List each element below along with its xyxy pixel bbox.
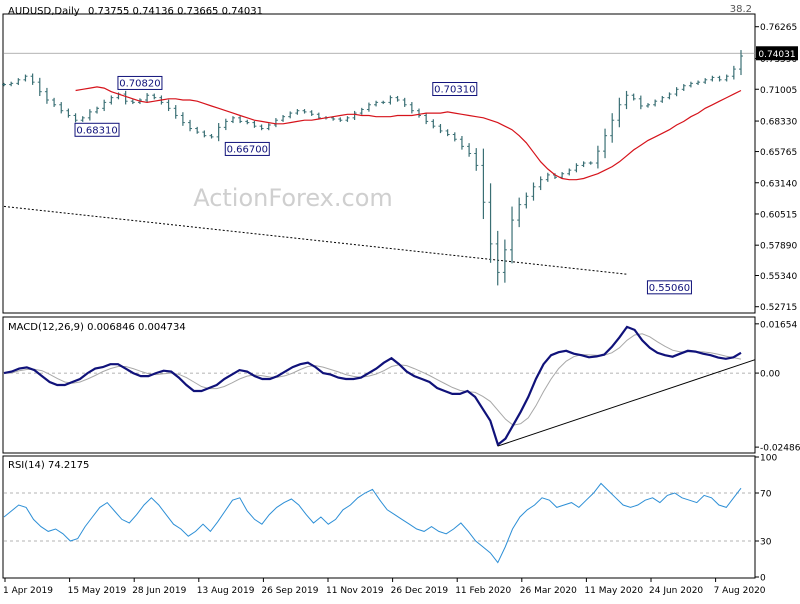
corner-value: 38.2 [730,4,752,15]
price-axis-tick-label: 0.52715 [760,303,797,313]
rsi-layer: 100 70 30 0 [3,454,777,584]
rsi-axis-tick-label: 0 [760,574,766,584]
price-label-box [74,122,120,137]
macd-panel-frame [2,316,756,454]
price-axis-tick-label: 0.76265 [760,23,797,33]
x-axis-label: 26 Mar 2020 [520,586,577,596]
macd-axis-tick-label: -0.02486 [760,444,800,454]
price-axis-tick-label: 0.71005 [760,86,797,96]
price-axis-tick-label: 0.68330 [760,118,797,128]
moving-average-line [75,86,742,181]
x-axis-label: 26 Sep 2019 [261,586,318,596]
x-axis-label: 11 Nov 2019 [326,586,384,596]
x-axis-label: 7 Aug 2020 [714,586,766,596]
x-axis-label: 13 Aug 2019 [197,586,255,596]
price-axis-tick-label: 0.65765 [760,148,797,158]
macd-axis-tick-label: 0.01654 [760,320,797,330]
price-label-box [432,82,478,97]
ohlc-label: 0.73755 0.74136 0.73665 0.74031 [88,6,263,17]
watermark: ActionForex.com [193,184,393,212]
rsi-axis-tick-label: 100 [760,454,777,464]
x-axis-label: 24 Jun 2020 [649,586,703,596]
rsi-title: RSI(14) 74.2175 [8,460,89,471]
rsi-line [3,482,742,564]
axis-layer: 1 Apr 2019 15 May 2019 28 Jun 2019 13 Aug 2… [3,578,766,596]
price-label-box [646,280,692,295]
price-axis-tick-label: 0.63140 [760,179,797,189]
x-axis-label: 11 Feb 2020 [455,586,511,596]
macd-layer: 0.01654 0.00 -0.02486 [3,320,800,454]
symbol-label: AUDUSD,Daily [8,6,80,17]
macd-signal-line [4,333,742,426]
price-trendline [3,205,627,275]
macd-title: MACD(12,26,9) 0.006846 0.004734 [8,322,186,333]
macd-trendline [497,359,756,447]
price-label: 0.70820 [119,78,160,89]
current-price-label: 0.74031 [758,50,795,60]
macd-line [3,325,742,447]
rsi-axis-tick-label: 30 [760,538,772,548]
price-label: 0.68310 [76,125,117,136]
price-axis-tick-label: 0.55340 [760,272,797,282]
price-label: 0.66700 [227,144,268,155]
current-price-tag [756,46,798,61]
x-axis-label: 11 May 2020 [584,586,643,596]
x-axis-label: 26 Dec 2019 [391,586,449,596]
price-label: 0.55060 [649,283,690,294]
x-axis-label: 15 May 2019 [68,586,127,596]
price-label-box [224,141,270,156]
x-axis-label: 28 Jun 2019 [132,586,186,596]
macd-axis-tick-label: 0.00 [760,370,780,380]
price-axis-tick-label: 0.60515 [760,210,797,220]
price-label-box [117,75,163,90]
price-axis-tick-label: 0.57890 [760,242,797,252]
rsi-panel-frame [2,455,756,579]
rsi-axis-tick-label: 70 [760,490,772,500]
x-axis-label: 1 Apr 2019 [3,586,53,596]
price-label: 0.70310 [434,85,475,96]
price-bars [2,50,743,286]
price-panel-frame [2,13,756,314]
price-layer: 0.70820 0.68310 0.66700 0.70310 0.55060 0.762… [2,23,798,313]
